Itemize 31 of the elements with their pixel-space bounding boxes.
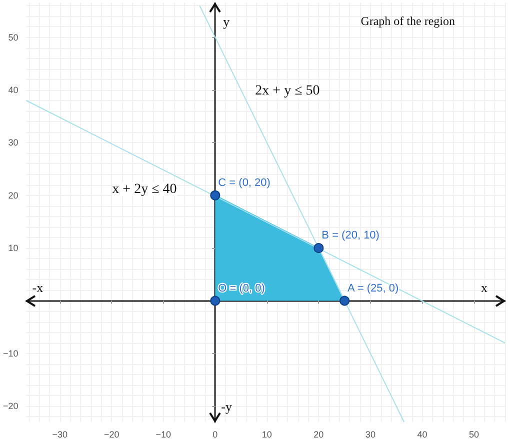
point (340, 296, 350, 306)
y-tick-label: 40 (8, 84, 18, 95)
x-axis-title: x (481, 280, 488, 295)
y-axis-title: y (223, 14, 230, 29)
x-tick-label: −10 (156, 430, 172, 439)
annotation: -y (221, 399, 232, 414)
x-tick-label: 0 (212, 430, 218, 439)
text: Graph of the region (360, 14, 456, 28)
y-tick-label: 20 (8, 190, 18, 200)
y-tick-label: 50 (8, 32, 18, 42)
annotation: -x (32, 280, 44, 295)
x-tick-label: 20 (314, 430, 324, 439)
annotation: C = (0, 20) (218, 176, 270, 189)
y-tick-label: −10 (2, 348, 18, 358)
annotation: 2x + y ≤ 50 (255, 84, 320, 98)
y-tick-label: −20 (2, 401, 18, 412)
point (210, 296, 220, 306)
point (314, 243, 324, 254)
x-tick-label: −30 (52, 430, 68, 439)
annotation: x + 2y ≤ 40 (112, 182, 177, 197)
x-tick-label: 50 (468, 430, 479, 439)
y-tick-label: 30 (8, 138, 18, 148)
x-tick-label: −20 (104, 430, 120, 439)
annotation: B = (20, 10) (322, 230, 380, 242)
point (210, 190, 220, 200)
y-tick-label: 10 (8, 243, 18, 254)
x-tick-label: 10 (262, 430, 272, 439)
x-tick-label: 30 (365, 430, 376, 439)
x-tick-label: 40 (417, 430, 428, 439)
annotation: O = (0, 0) (218, 282, 265, 294)
annotation: A = (25, 0) (348, 282, 399, 294)
